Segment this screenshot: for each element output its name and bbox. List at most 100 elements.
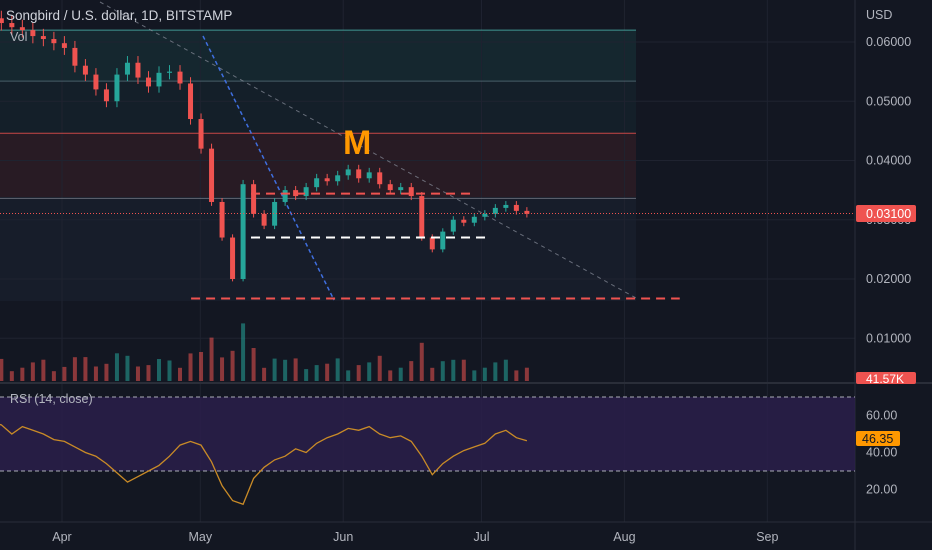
volume-bar xyxy=(30,362,35,381)
time-tick-label: May xyxy=(188,530,212,544)
volume-bar xyxy=(514,370,519,381)
vol-label: Vol xyxy=(10,30,27,44)
candle-body xyxy=(240,184,246,279)
volume-bar xyxy=(388,370,393,381)
candle-body xyxy=(471,216,477,223)
candle-body xyxy=(209,148,215,202)
volume-text: 41.57K xyxy=(866,372,904,386)
time-axis-labels: Apr May Jun Jul Aug Sep xyxy=(52,530,778,544)
volume-bar xyxy=(524,367,529,381)
currency-label: USD xyxy=(866,8,892,22)
volume-bar xyxy=(209,337,214,381)
candle-body xyxy=(261,213,267,226)
volume-bar xyxy=(72,357,77,381)
price-tick-label: 0.06000 xyxy=(866,35,911,49)
rsi-title: RSI (14, close) xyxy=(10,392,93,406)
volume-bar xyxy=(167,360,172,381)
candle-body xyxy=(124,62,130,75)
volume-bar xyxy=(419,342,424,381)
candle-body xyxy=(188,83,194,120)
candle-body xyxy=(440,231,446,250)
annotation-m: M xyxy=(343,124,371,162)
rsi-band xyxy=(0,397,855,471)
volume-bar xyxy=(135,366,140,381)
volume-bar xyxy=(409,361,414,381)
candle-body xyxy=(40,36,46,40)
zone-red xyxy=(0,133,636,197)
candle-body xyxy=(513,204,519,211)
candle-body xyxy=(419,196,425,238)
volume-bar xyxy=(304,369,309,381)
volume-bar xyxy=(503,359,508,381)
candle-body xyxy=(0,18,4,24)
candle-body xyxy=(524,210,530,214)
rsi-tick-label: 20.00 xyxy=(866,483,897,497)
rsi-axis-labels: 60.00 40.00 20.00 xyxy=(866,409,897,497)
candle-body xyxy=(366,172,372,179)
candle-body xyxy=(177,71,183,84)
volume-bar xyxy=(114,353,119,381)
candle-body xyxy=(450,219,456,232)
volume-bar xyxy=(482,367,487,381)
volume-bar xyxy=(440,361,445,381)
candle-body xyxy=(335,175,341,182)
candle-body xyxy=(282,190,288,202)
candle-body xyxy=(492,207,498,214)
volume-bar xyxy=(493,362,498,381)
volume-bar xyxy=(356,365,361,381)
trend-lines xyxy=(99,1,637,301)
candle-body xyxy=(314,178,320,188)
volume-bar xyxy=(104,363,109,381)
candle-body xyxy=(293,190,299,197)
volume-bar xyxy=(230,350,235,381)
volume-bar xyxy=(156,359,161,381)
candle-body xyxy=(482,213,488,217)
last-price-text: 0.03100 xyxy=(866,207,911,221)
last-price-badge: 0.03100 xyxy=(856,205,916,222)
volume-bar xyxy=(125,355,130,381)
price-zones xyxy=(0,30,636,301)
time-tick-label: Aug xyxy=(613,530,635,544)
candle-body xyxy=(82,65,88,75)
volume-bar xyxy=(293,358,298,381)
volume-bar xyxy=(241,323,246,381)
volume-bar xyxy=(262,367,267,381)
volume-bar xyxy=(9,371,14,381)
volume-bar xyxy=(377,355,382,381)
volume-bar xyxy=(430,367,435,381)
candle-body xyxy=(61,43,67,48)
time-tick-label: Apr xyxy=(52,530,71,544)
volume-bar xyxy=(251,348,256,381)
candle-body xyxy=(30,30,36,37)
volume-bar xyxy=(41,359,46,381)
candle-body xyxy=(19,27,25,31)
volume-bar xyxy=(283,359,288,381)
volume-bar xyxy=(272,358,277,381)
volume-bar xyxy=(367,362,372,381)
rsi-last-value: 46.35 xyxy=(862,432,893,446)
candle-body xyxy=(145,77,151,87)
candle-body xyxy=(156,72,162,87)
volume-bar xyxy=(51,371,56,381)
rsi-line xyxy=(0,423,528,506)
volume-bar xyxy=(472,370,477,381)
candle-body xyxy=(303,187,309,197)
time-tick-label: Sep xyxy=(756,530,778,544)
candle-body xyxy=(167,71,173,73)
candle-body xyxy=(135,62,141,78)
volume-bar xyxy=(314,365,319,381)
volume-bar xyxy=(93,366,98,381)
candle-body xyxy=(377,172,383,185)
candle-body xyxy=(219,201,225,238)
time-tick-label: Jul xyxy=(474,530,490,544)
volume-bar xyxy=(146,365,151,381)
volume-bar xyxy=(0,358,4,381)
dashed-levels xyxy=(191,192,680,300)
candle-body xyxy=(387,184,393,191)
volume-bar xyxy=(20,367,25,381)
zone-low xyxy=(0,197,636,301)
volume-bar xyxy=(346,370,351,381)
volume-bar xyxy=(335,358,340,381)
price-tick-label: 0.01000 xyxy=(866,331,911,345)
